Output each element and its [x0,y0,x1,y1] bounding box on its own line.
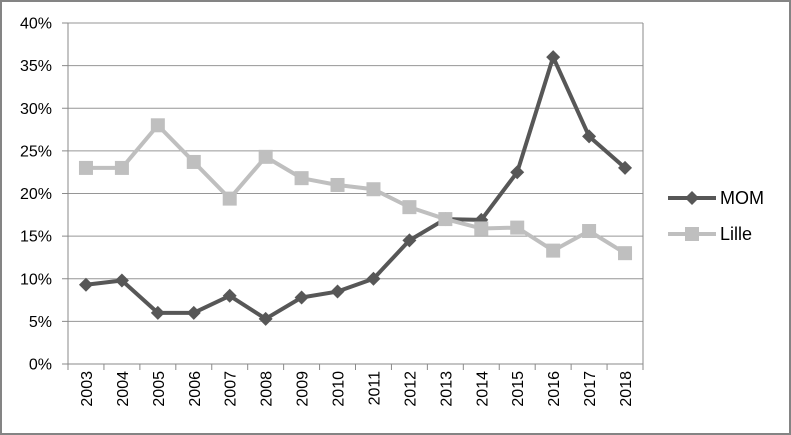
lille-series-line [85,123,627,255]
mom-marker [510,165,525,180]
y-axis-label: 0% [29,357,52,374]
x-axis-label: 2017 [582,371,599,407]
mom-marker [582,129,597,144]
lille-legend-mark [685,227,699,241]
lille-marker [114,160,129,175]
lille-marker [294,171,309,186]
y-axis-label: 10% [20,271,52,288]
lille-marker [150,118,165,133]
lille-marker [402,200,417,215]
mom-marker [150,305,165,320]
y-axis-label: 25% [20,143,52,160]
mom-marker [114,273,129,288]
x-axis-label: 2012 [402,371,419,407]
lille-marker [438,212,453,227]
lille-marker [222,191,237,206]
x-axis-label: 2009 [295,371,312,407]
legend-label-mom: MOM [720,188,764,208]
mom-marker [366,271,381,286]
legend-entry-lille: Lille [668,223,764,245]
x-axis-label: 2008 [259,371,276,407]
x-axis-label: 2015 [510,371,527,407]
y-axis-label: 35% [20,58,52,75]
lille-marker [330,177,345,192]
x-axis-label: 2003 [79,371,96,407]
lille-marker [78,160,93,175]
lille-legend-marker [668,227,716,241]
x-axis-label: 2013 [438,371,455,407]
mom-marker [618,160,633,175]
mom-marker [78,277,93,292]
lille-marker [510,220,525,235]
lille-marker [474,221,489,236]
mom-marker [546,50,561,65]
legend: MOM Lille [668,187,764,245]
mom-legend-mark [685,191,699,205]
mom-marker [294,290,309,305]
x-axis-label: 2011 [366,371,383,406]
x-axis-label: 2018 [618,371,635,407]
mom-marker [222,288,237,303]
legend-entry-mom: MOM [668,187,764,209]
mom-marker [330,284,345,299]
x-axis-label: 2016 [546,371,563,407]
mom-marker [402,233,417,248]
x-axis-label: 2014 [474,371,491,407]
y-axis-label: 20% [20,186,52,203]
x-axis-label: 2005 [151,371,168,407]
lille-marker [582,224,597,239]
y-axis-label: 30% [20,101,52,118]
x-axis-label: 2010 [331,371,348,407]
lille-marker [618,246,633,261]
y-axis-label: 15% [20,229,52,246]
mom-series-line [85,55,627,321]
mom-marker [258,311,273,326]
y-axis-label: 40% [20,16,52,33]
x-axis-label: 2004 [115,371,132,407]
legend-label-lille: Lille [720,224,753,244]
y-axis-label: 5% [29,314,52,331]
mom-marker [186,305,201,320]
lille-marker [546,243,561,258]
x-axis-label: 2006 [187,371,204,407]
lille-marker [366,182,381,197]
x-axis-label: 2007 [223,371,240,407]
lille-marker [186,154,201,169]
lille-marker [258,149,273,164]
mom-legend-marker [668,191,716,205]
